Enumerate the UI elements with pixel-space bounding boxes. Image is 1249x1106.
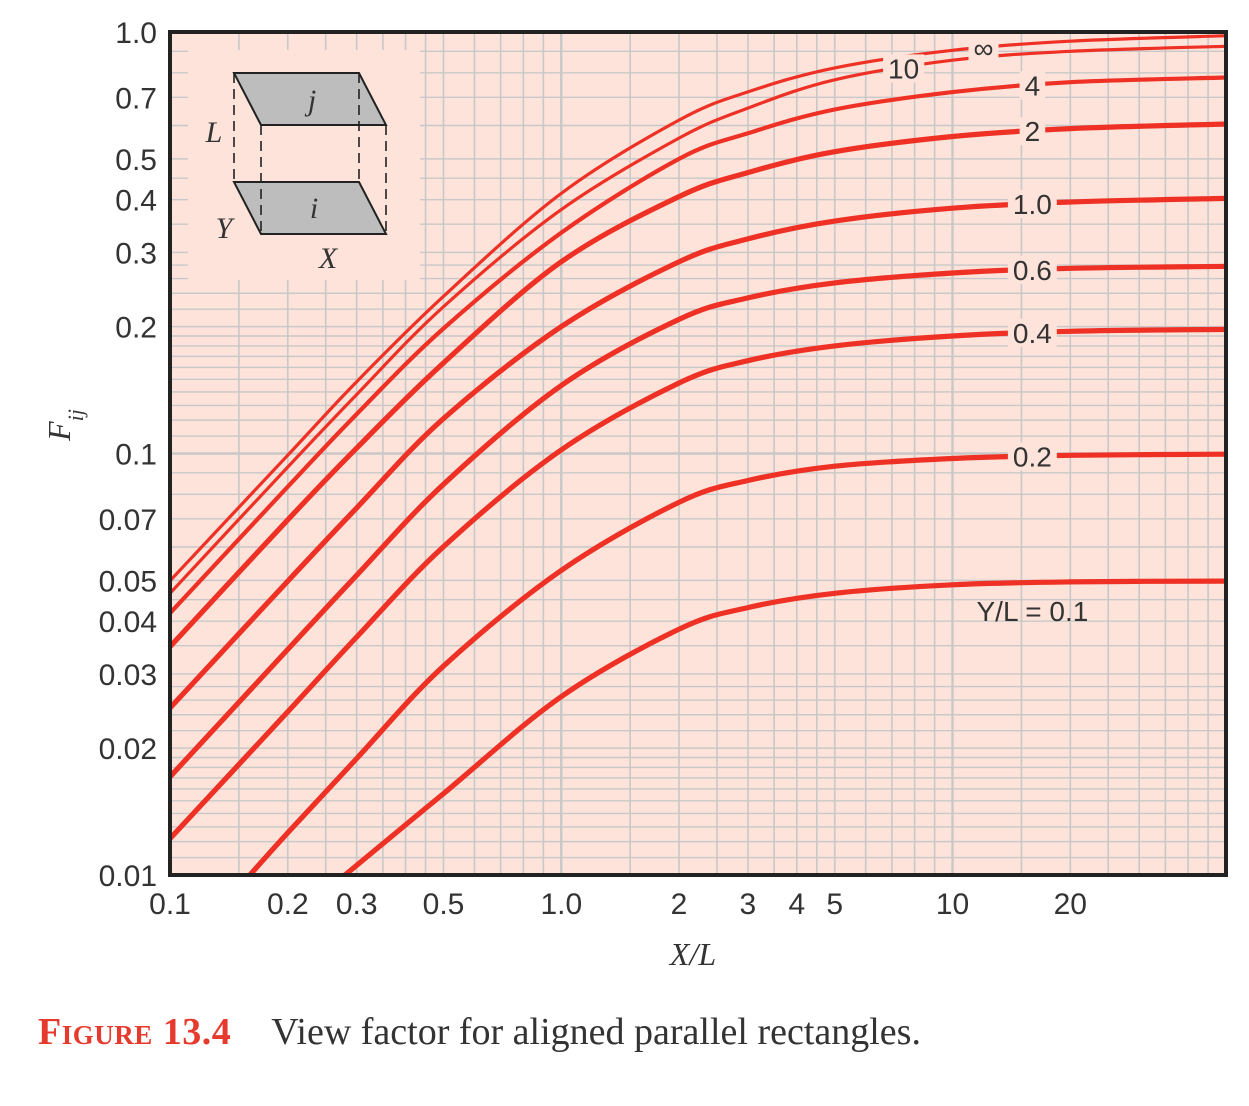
- x-tick-label: 0.3: [336, 888, 378, 921]
- x-tick-label: 0.1: [149, 888, 191, 921]
- dimension-y-label: Y: [216, 212, 236, 245]
- curve-5: [168, 121, 1227, 649]
- surface-j-label: j: [304, 84, 316, 117]
- curve-3: [168, 263, 1227, 779]
- y-tick-label: 0.1: [115, 439, 157, 472]
- y-axis-label: Fij: [41, 409, 88, 442]
- y-tick-label: 0.05: [99, 565, 157, 598]
- y-tick-labels: 1.0 0.7 0.5 0.4 0.3 0.2 0.1 0.07 0.05 0.04 0.03 0.0…: [99, 17, 157, 893]
- x-tick-label: 20: [1054, 888, 1087, 921]
- dimension-x-label: X: [318, 242, 339, 275]
- plot-frame: [168, 30, 1228, 877]
- y-tick-label: 0.03: [99, 659, 157, 692]
- y-tick-label: 0.3: [115, 237, 157, 270]
- x-tick-label: 0.5: [423, 888, 465, 921]
- curve-label-8: ∞: [974, 33, 994, 64]
- y-tick-label: 0.7: [115, 82, 157, 115]
- x-tick-label: 5: [826, 888, 843, 921]
- curve-label-pad: [1007, 255, 1057, 284]
- y-tick-label: 1.0: [115, 17, 157, 50]
- curve-label-3: 0.6: [1013, 255, 1052, 286]
- curve-labels: Y/L = 0.1 0.2 0.4 0.6 1.0 2 4 10 ∞: [883, 33, 1088, 627]
- curve-label-5: 2: [1025, 116, 1041, 147]
- y-tick-label: 0.01: [99, 860, 157, 893]
- curve-label-4: 1.0: [1013, 189, 1052, 220]
- curve-label-pad: [1007, 442, 1057, 471]
- caption-text: View factor for aligned parallel rectang…: [271, 1011, 921, 1053]
- y-tick-label: 0.4: [115, 185, 157, 218]
- curve-4: [168, 195, 1227, 710]
- curve-label-0: Y/L = 0.1: [976, 596, 1088, 627]
- y-tick-label: 0.5: [115, 144, 157, 177]
- curve-label-pad: [1019, 71, 1046, 100]
- curve-label-1: 0.2: [1013, 441, 1052, 472]
- curve-label-7: 10: [888, 53, 919, 84]
- caption-label: Figure 13.4: [38, 1011, 232, 1053]
- figure-caption: Figure 13.4 View factor for aligned paral…: [38, 1010, 921, 1054]
- curve-label-pad: [968, 33, 999, 62]
- curve-0: [343, 578, 1227, 878]
- dimension-l-label: L: [205, 116, 223, 149]
- y-tick-label: 0.02: [99, 733, 157, 766]
- inset-diagram: j i L Y X: [188, 50, 420, 280]
- curve-label-pad: [1007, 190, 1057, 218]
- y-tick-label: 0.07: [99, 504, 157, 537]
- surface-i-label: i: [310, 192, 318, 225]
- x-tick-label: 0.2: [267, 888, 309, 921]
- curve-label-pad: [1007, 318, 1057, 347]
- x-tick-labels: 0.1 0.2 0.3 0.5 1.0 2 3 4 5 10 20: [149, 888, 1087, 921]
- y-tick-label: 0.04: [99, 606, 157, 639]
- x-tick-label: 10: [936, 888, 969, 921]
- x-tick-label: 3: [740, 888, 757, 921]
- x-axis-label: X/L: [668, 936, 716, 972]
- x-tick-label: 4: [788, 888, 805, 921]
- curve-label-pad: [883, 54, 925, 83]
- x-tick-label: 1.0: [540, 888, 582, 921]
- curve-label-6: 4: [1025, 70, 1041, 101]
- curve-label-pad: [1019, 117, 1046, 146]
- curve-label-2: 0.4: [1013, 318, 1052, 349]
- curve-2: [168, 326, 1227, 841]
- surface-i: [232, 181, 388, 235]
- y-tick-label: 0.2: [115, 312, 157, 345]
- curve-1: [247, 451, 1227, 877]
- x-tick-label: 2: [671, 888, 688, 921]
- curve-6: [168, 75, 1227, 615]
